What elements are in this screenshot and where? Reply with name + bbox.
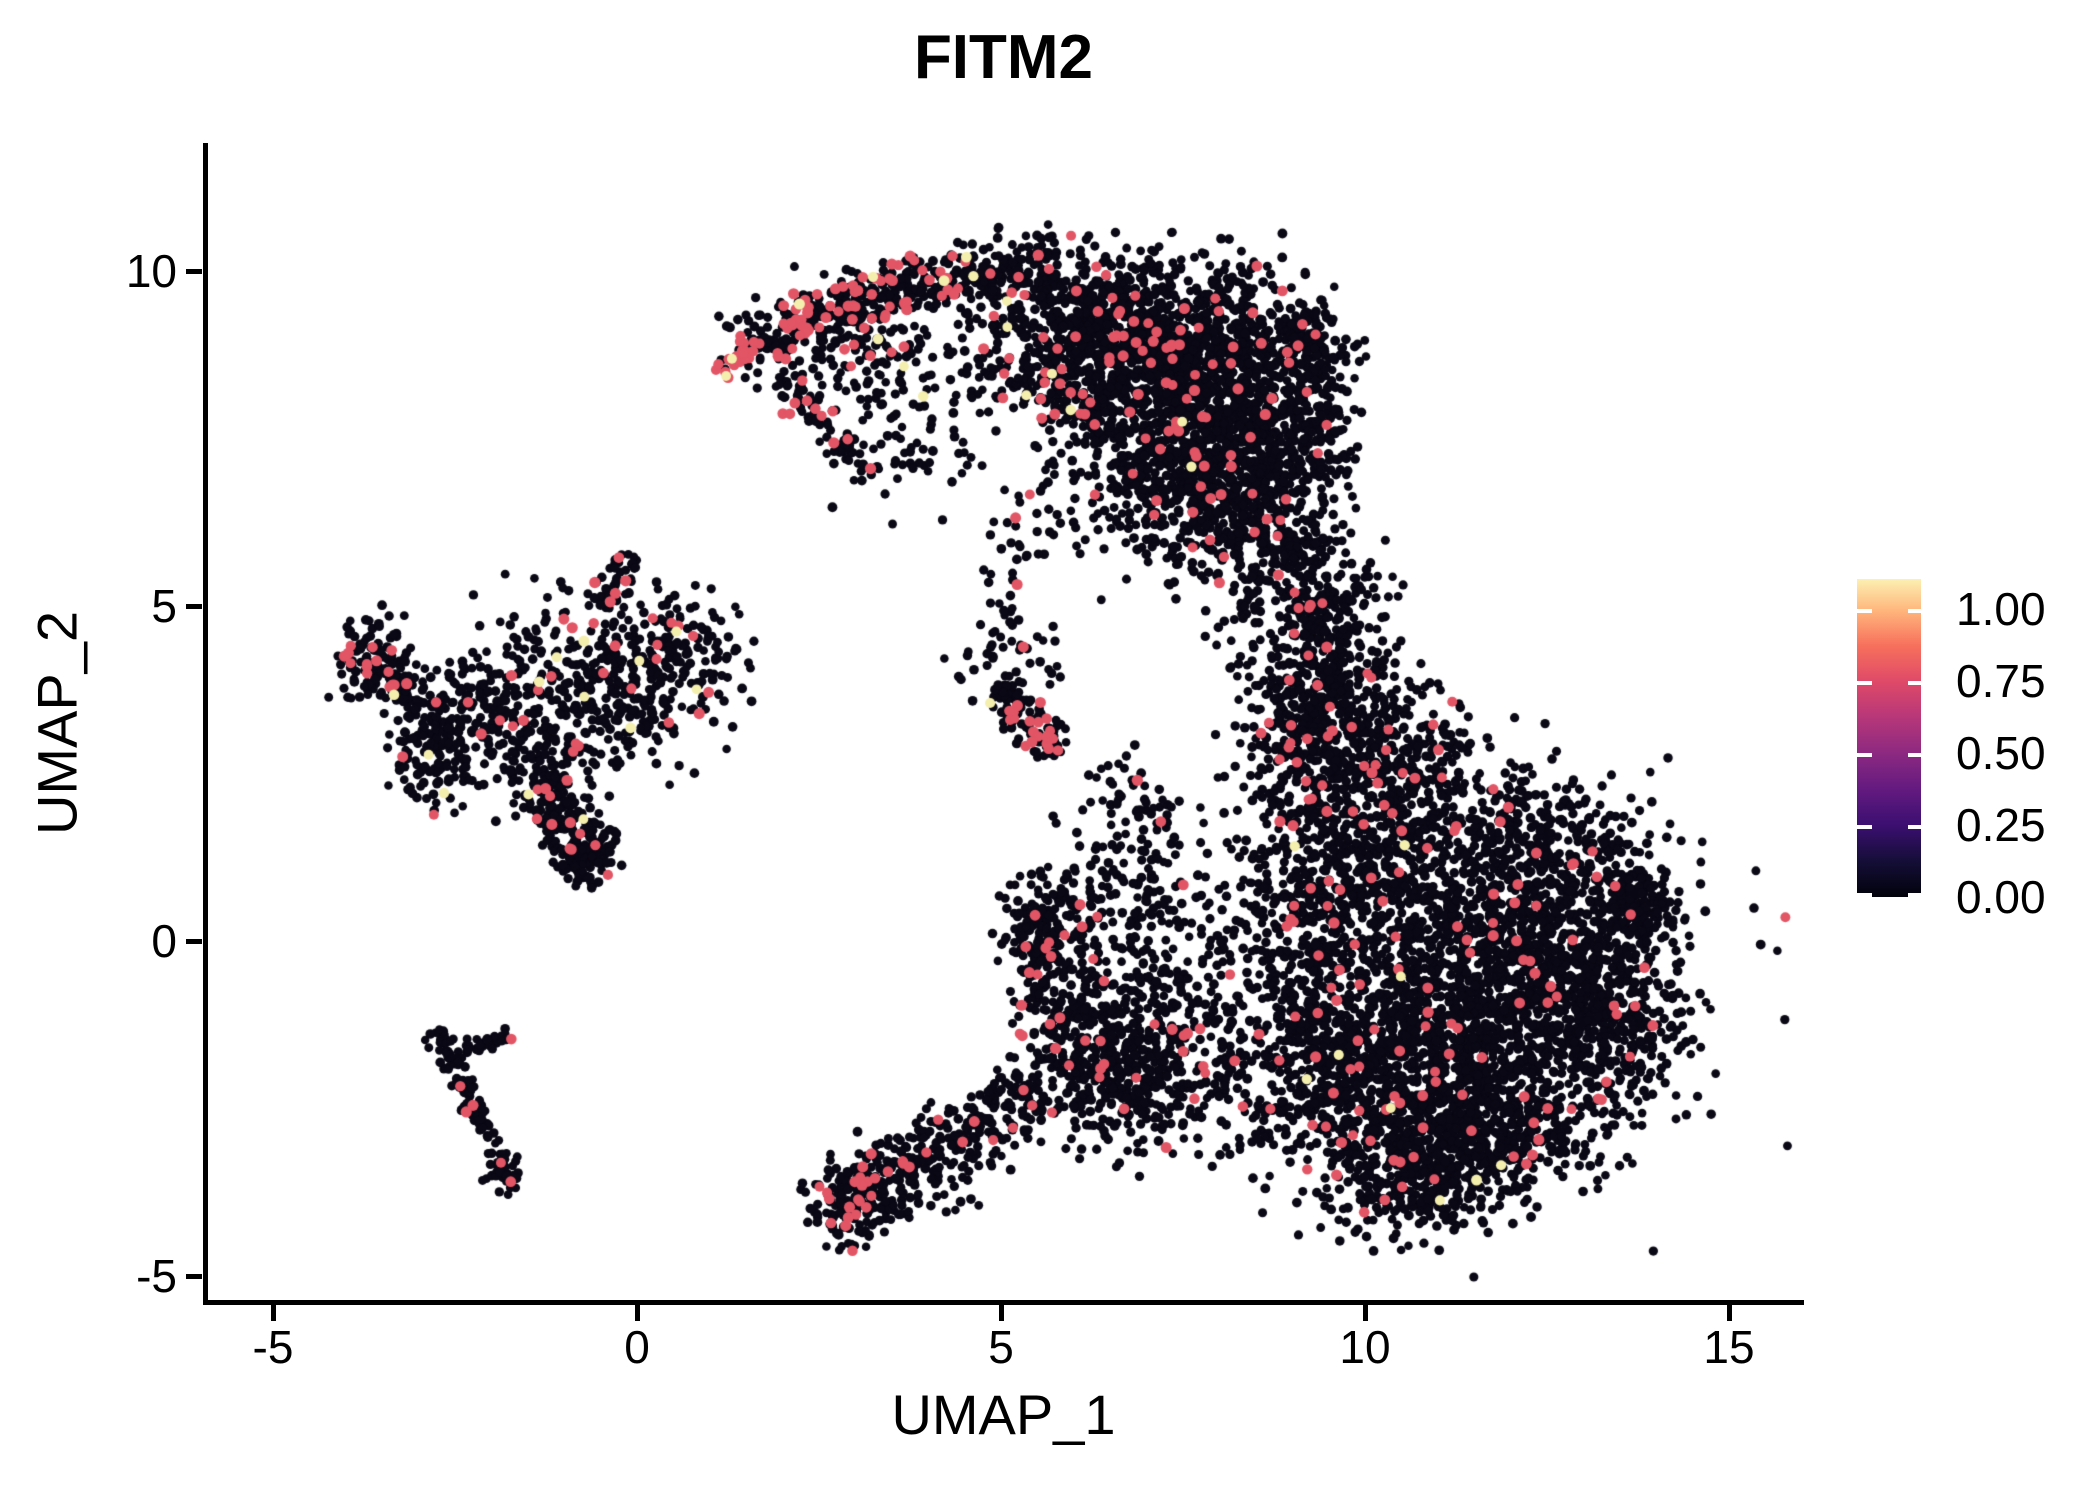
y-tick-mark bbox=[186, 939, 202, 944]
colorbar-tick-mark bbox=[1857, 608, 1872, 613]
x-tick-mark bbox=[1363, 1305, 1368, 1321]
colorbar-tick-mark bbox=[1857, 752, 1872, 757]
x-tick-label: 0 bbox=[624, 1321, 650, 1373]
x-axis-title: UMAP_1 bbox=[891, 1383, 1116, 1446]
x-tick-label: -5 bbox=[252, 1321, 294, 1373]
colorbar-tick-mark bbox=[1857, 893, 1872, 897]
colorbar-tick-mark bbox=[1908, 893, 1921, 897]
x-axis-line bbox=[203, 1300, 1804, 1305]
y-tick-label: 5 bbox=[151, 580, 177, 632]
colorbar-tick-label: 0.75 bbox=[1956, 654, 2046, 707]
colorbar-tick-label: 0.00 bbox=[1956, 871, 2046, 923]
x-tick-label: 10 bbox=[1339, 1321, 1391, 1373]
x-tick-mark bbox=[999, 1305, 1004, 1321]
colorbar-tick-mark bbox=[1908, 608, 1921, 613]
y-tick-mark bbox=[186, 604, 202, 609]
y-tick-mark bbox=[186, 1274, 202, 1279]
colorbar-tick-label: 0.25 bbox=[1956, 798, 2046, 851]
colorbar-tick-mark bbox=[1908, 680, 1921, 685]
y-tick-label: -5 bbox=[136, 1250, 177, 1302]
colorbar-tick-mark bbox=[1908, 752, 1921, 757]
x-tick-label: 5 bbox=[988, 1321, 1014, 1373]
plot-title: FITM2 bbox=[913, 23, 1094, 92]
y-tick-label: 10 bbox=[125, 245, 177, 297]
colorbar-tick-mark bbox=[1908, 824, 1921, 829]
x-tick-mark bbox=[1727, 1305, 1732, 1321]
x-tick-mark bbox=[635, 1305, 640, 1321]
y-tick-label: 0 bbox=[151, 915, 177, 967]
colorbar-tick-label: 1.00 bbox=[1956, 582, 2046, 635]
y-tick-mark bbox=[186, 269, 202, 274]
y-axis-line bbox=[203, 143, 208, 1304]
x-tick-mark bbox=[271, 1305, 276, 1321]
colorbar-tick-label: 0.50 bbox=[1956, 726, 2046, 779]
colorbar-tick-mark bbox=[1857, 824, 1872, 829]
x-tick-label: 15 bbox=[1703, 1321, 1755, 1373]
colorbar-tick-mark bbox=[1857, 680, 1872, 685]
y-axis-title: UMAP_2 bbox=[25, 610, 89, 836]
colorbar-gradient bbox=[1857, 579, 1921, 897]
